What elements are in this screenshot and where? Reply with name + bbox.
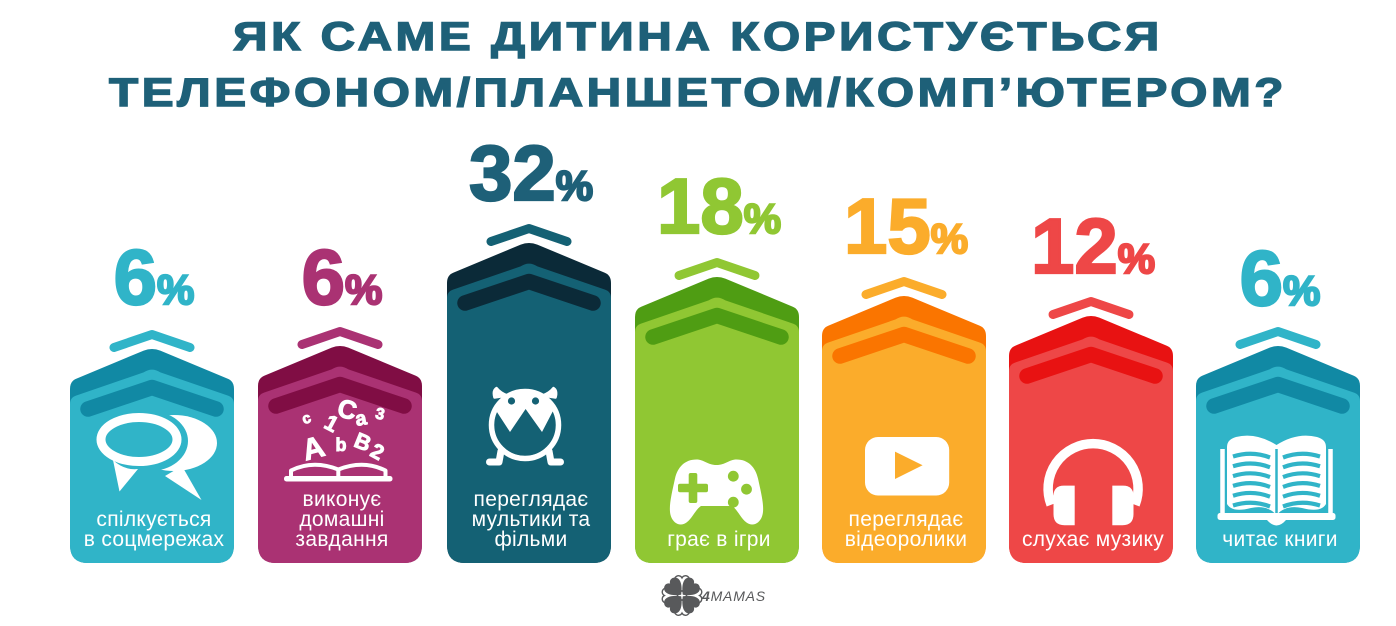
svg-text:3: 3 [374, 405, 386, 423]
svg-text:b: b [336, 435, 347, 455]
svg-text:4MAMAS: 4MAMAS [701, 588, 766, 604]
